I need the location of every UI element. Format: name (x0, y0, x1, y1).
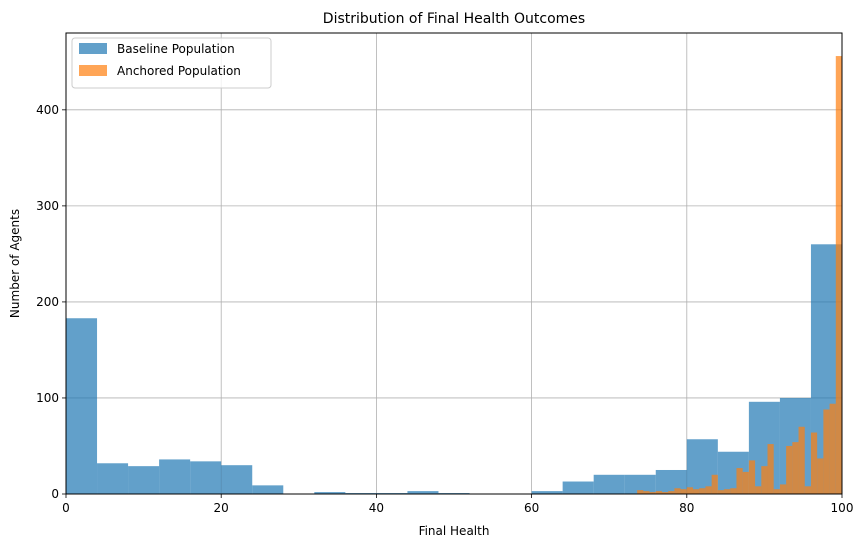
bar-series2-bin-32 (835, 56, 842, 495)
bar-series1-bin-4 (190, 461, 222, 494)
legend-swatch-2 (79, 65, 107, 76)
x-tick-label-1: 20 (214, 501, 229, 515)
bar-series2-bin-21 (767, 444, 774, 494)
bar-series2-bin-16 (736, 468, 743, 494)
bar-series2-bin-14 (724, 489, 731, 494)
bar-series2-bin-18 (748, 460, 756, 494)
bar-series2-bin-5 (668, 491, 675, 494)
bar-series2-bin-25 (792, 442, 799, 494)
x-tick-label-4: 80 (679, 501, 694, 515)
x-tick-label-5: 100 (831, 501, 854, 515)
bar-series2-bin-27 (804, 486, 811, 494)
legend: Baseline Population Anchored Population (71, 37, 272, 89)
bar-series2-bin-4 (661, 492, 669, 494)
bar-series2-bin-15 (730, 488, 737, 494)
bar-series1-bin-15 (531, 491, 563, 494)
bar-series2-bin-24 (786, 445, 793, 494)
bar-series2-bin-2 (649, 492, 656, 494)
y-tick-label-3: 300 (36, 199, 59, 213)
bar-series1-bin-18 (624, 474, 656, 494)
bar-series1-bin-16 (562, 481, 594, 494)
legend-label-2: Anchored Population (117, 64, 241, 78)
bar-series1-bin-5 (221, 465, 253, 494)
bar-series1-bin-2 (128, 466, 160, 494)
bar-series2-bin-7 (680, 489, 687, 494)
bar-series2-bin-3 (655, 491, 662, 494)
bar-series1-bin-17 (593, 474, 625, 494)
bar-series1-bin-11 (407, 491, 439, 494)
bar-series2-bin-19 (755, 486, 762, 494)
bar-series2-bin-8 (686, 487, 694, 494)
x-tick-label-3: 60 (524, 501, 539, 515)
bar-series2-bin-23 (779, 484, 787, 494)
bar-series2-bin-6 (674, 488, 681, 494)
legend-label-1: Baseline Population (117, 42, 235, 56)
bar-series2-bin-10 (699, 488, 706, 494)
y-tick-label-0: 0 (51, 487, 59, 501)
y-tick-label-2: 200 (36, 295, 59, 309)
bar-series2-bin-30 (823, 409, 830, 494)
bar-series2-bin-28 (810, 432, 818, 494)
x-tick-label-2: 40 (369, 501, 384, 515)
plot-frame (65, 32, 843, 495)
legend-box (71, 37, 272, 89)
x-tick-label-0: 0 (62, 501, 70, 515)
x-axis-label: Final Health (419, 524, 490, 538)
bar-series1-bin-3 (159, 459, 191, 494)
bar-series2-bin-17 (742, 471, 749, 494)
bar-series2-bin-20 (761, 466, 768, 494)
ticks-layer: 0 20 40 60 80 100 0 100 200 300 400 (36, 103, 853, 515)
bar-series2-bin-13 (717, 490, 725, 494)
bar-series1-bin-0 (66, 318, 98, 494)
bar-series2-bin-9 (693, 489, 700, 494)
bar-series2-bin-22 (773, 489, 780, 494)
bar-series1-bin-6 (252, 485, 284, 494)
chart-title: Distribution of Final Health Outcomes (323, 11, 585, 27)
y-tick-label-4: 400 (36, 103, 59, 117)
legend-swatch-1 (79, 43, 107, 54)
y-tick-label-1: 100 (36, 391, 59, 405)
bar-series2-bin-12 (711, 474, 718, 494)
bar-series2-bin-1 (643, 491, 650, 494)
bar-series2-bin-26 (798, 426, 805, 494)
bar-series2-bin-0 (637, 490, 644, 494)
y-axis-label: Number of Agents (8, 209, 22, 318)
bar-series1-bin-1 (97, 463, 129, 494)
bar-series1-bin-8 (314, 492, 346, 494)
bar-series2-bin-11 (705, 486, 712, 494)
bar-series2-bin-29 (817, 458, 824, 494)
bars-layer (66, 56, 842, 495)
bar-series2-bin-31 (829, 403, 836, 494)
